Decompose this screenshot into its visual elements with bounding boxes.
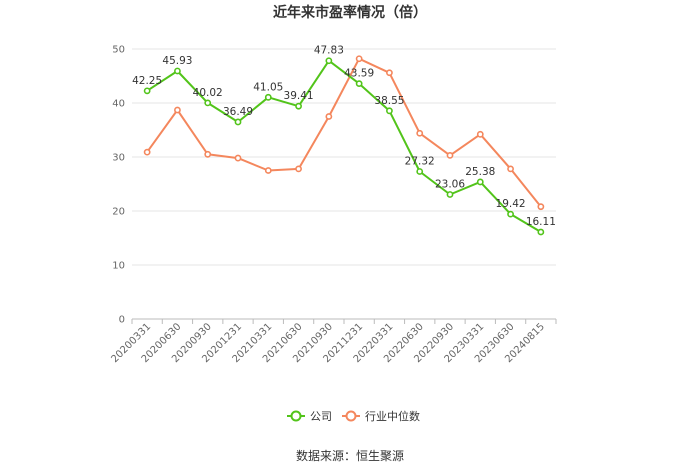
data-point-0[interactable] xyxy=(143,87,151,95)
data-label: 43.59 xyxy=(344,68,374,80)
data-point-1[interactable] xyxy=(386,69,393,77)
data-point-0[interactable] xyxy=(537,228,545,236)
data-label: 39.41 xyxy=(284,90,314,102)
data-point-1[interactable] xyxy=(174,106,181,114)
y-tick-label: 40 xyxy=(112,99,125,110)
gridlines xyxy=(132,48,556,266)
data-label: 19.42 xyxy=(496,198,526,210)
data-label: 40.02 xyxy=(193,87,223,99)
series xyxy=(143,55,545,236)
data-point-0[interactable] xyxy=(476,178,484,186)
data-point-0[interactable] xyxy=(386,107,393,115)
data-label: 45.93 xyxy=(162,55,192,67)
data-point-0[interactable] xyxy=(174,67,181,75)
legend-company-marker xyxy=(290,410,302,422)
data-point-1[interactable] xyxy=(143,148,151,156)
data-point-1[interactable] xyxy=(416,129,424,137)
data-point-0[interactable] xyxy=(355,80,363,88)
chart-title: 近年来市盈率情况（倍） xyxy=(273,4,427,21)
data-label: 38.55 xyxy=(374,95,404,107)
y-tick-label: 20 xyxy=(112,207,125,218)
data-point-1[interactable] xyxy=(446,151,454,159)
data-point-0[interactable] xyxy=(264,93,272,101)
y-tick-label: 30 xyxy=(112,153,125,164)
data-point-1[interactable] xyxy=(204,150,212,158)
y-tick-label: 50 xyxy=(112,45,125,56)
data-label: 41.05 xyxy=(253,81,283,93)
data-point-1[interactable] xyxy=(325,113,333,120)
y-tick-label: 10 xyxy=(112,261,125,272)
data-label: 23.06 xyxy=(435,178,465,190)
legend-item-company[interactable]: 公司 xyxy=(287,410,332,423)
data-label: 36.49 xyxy=(223,106,253,118)
legend-item-industry-median[interactable]: 行业中位数 xyxy=(342,409,420,423)
legend: 公司 行业中位数 xyxy=(287,409,420,423)
data-point-1[interactable] xyxy=(355,55,363,63)
data-label: 47.83 xyxy=(314,45,344,57)
legend-industry-label: 行业中位数 xyxy=(365,409,420,423)
data-point-0[interactable] xyxy=(234,118,242,126)
series-line-1 xyxy=(146,57,542,208)
data-point-0[interactable] xyxy=(416,168,424,175)
legend-company-label: 公司 xyxy=(310,410,332,423)
legend-industry-marker xyxy=(345,410,357,422)
data-label: 25.38 xyxy=(465,166,495,178)
data-point-1[interactable] xyxy=(537,203,545,211)
data-point-1[interactable] xyxy=(234,154,242,162)
data-label: 27.32 xyxy=(405,155,435,167)
source-note: 数据来源：恒生聚源 xyxy=(296,448,404,463)
data-point-0[interactable] xyxy=(507,210,514,218)
data-point-1[interactable] xyxy=(476,130,484,138)
data-point-0[interactable] xyxy=(204,99,212,107)
data-point-0[interactable] xyxy=(325,57,333,65)
axes: 0102030405020200331202006302020093020201… xyxy=(109,45,557,365)
y-tick-label: 0 xyxy=(119,315,125,326)
series-line-0 xyxy=(146,59,542,233)
data-point-1[interactable] xyxy=(295,165,302,173)
data-point-0[interactable] xyxy=(295,102,302,110)
data-label: 42.25 xyxy=(132,75,162,87)
data-label: 16.11 xyxy=(526,216,556,228)
data-point-1[interactable] xyxy=(507,165,514,173)
data-point-1[interactable] xyxy=(264,167,272,174)
data-point-0[interactable] xyxy=(446,191,454,198)
